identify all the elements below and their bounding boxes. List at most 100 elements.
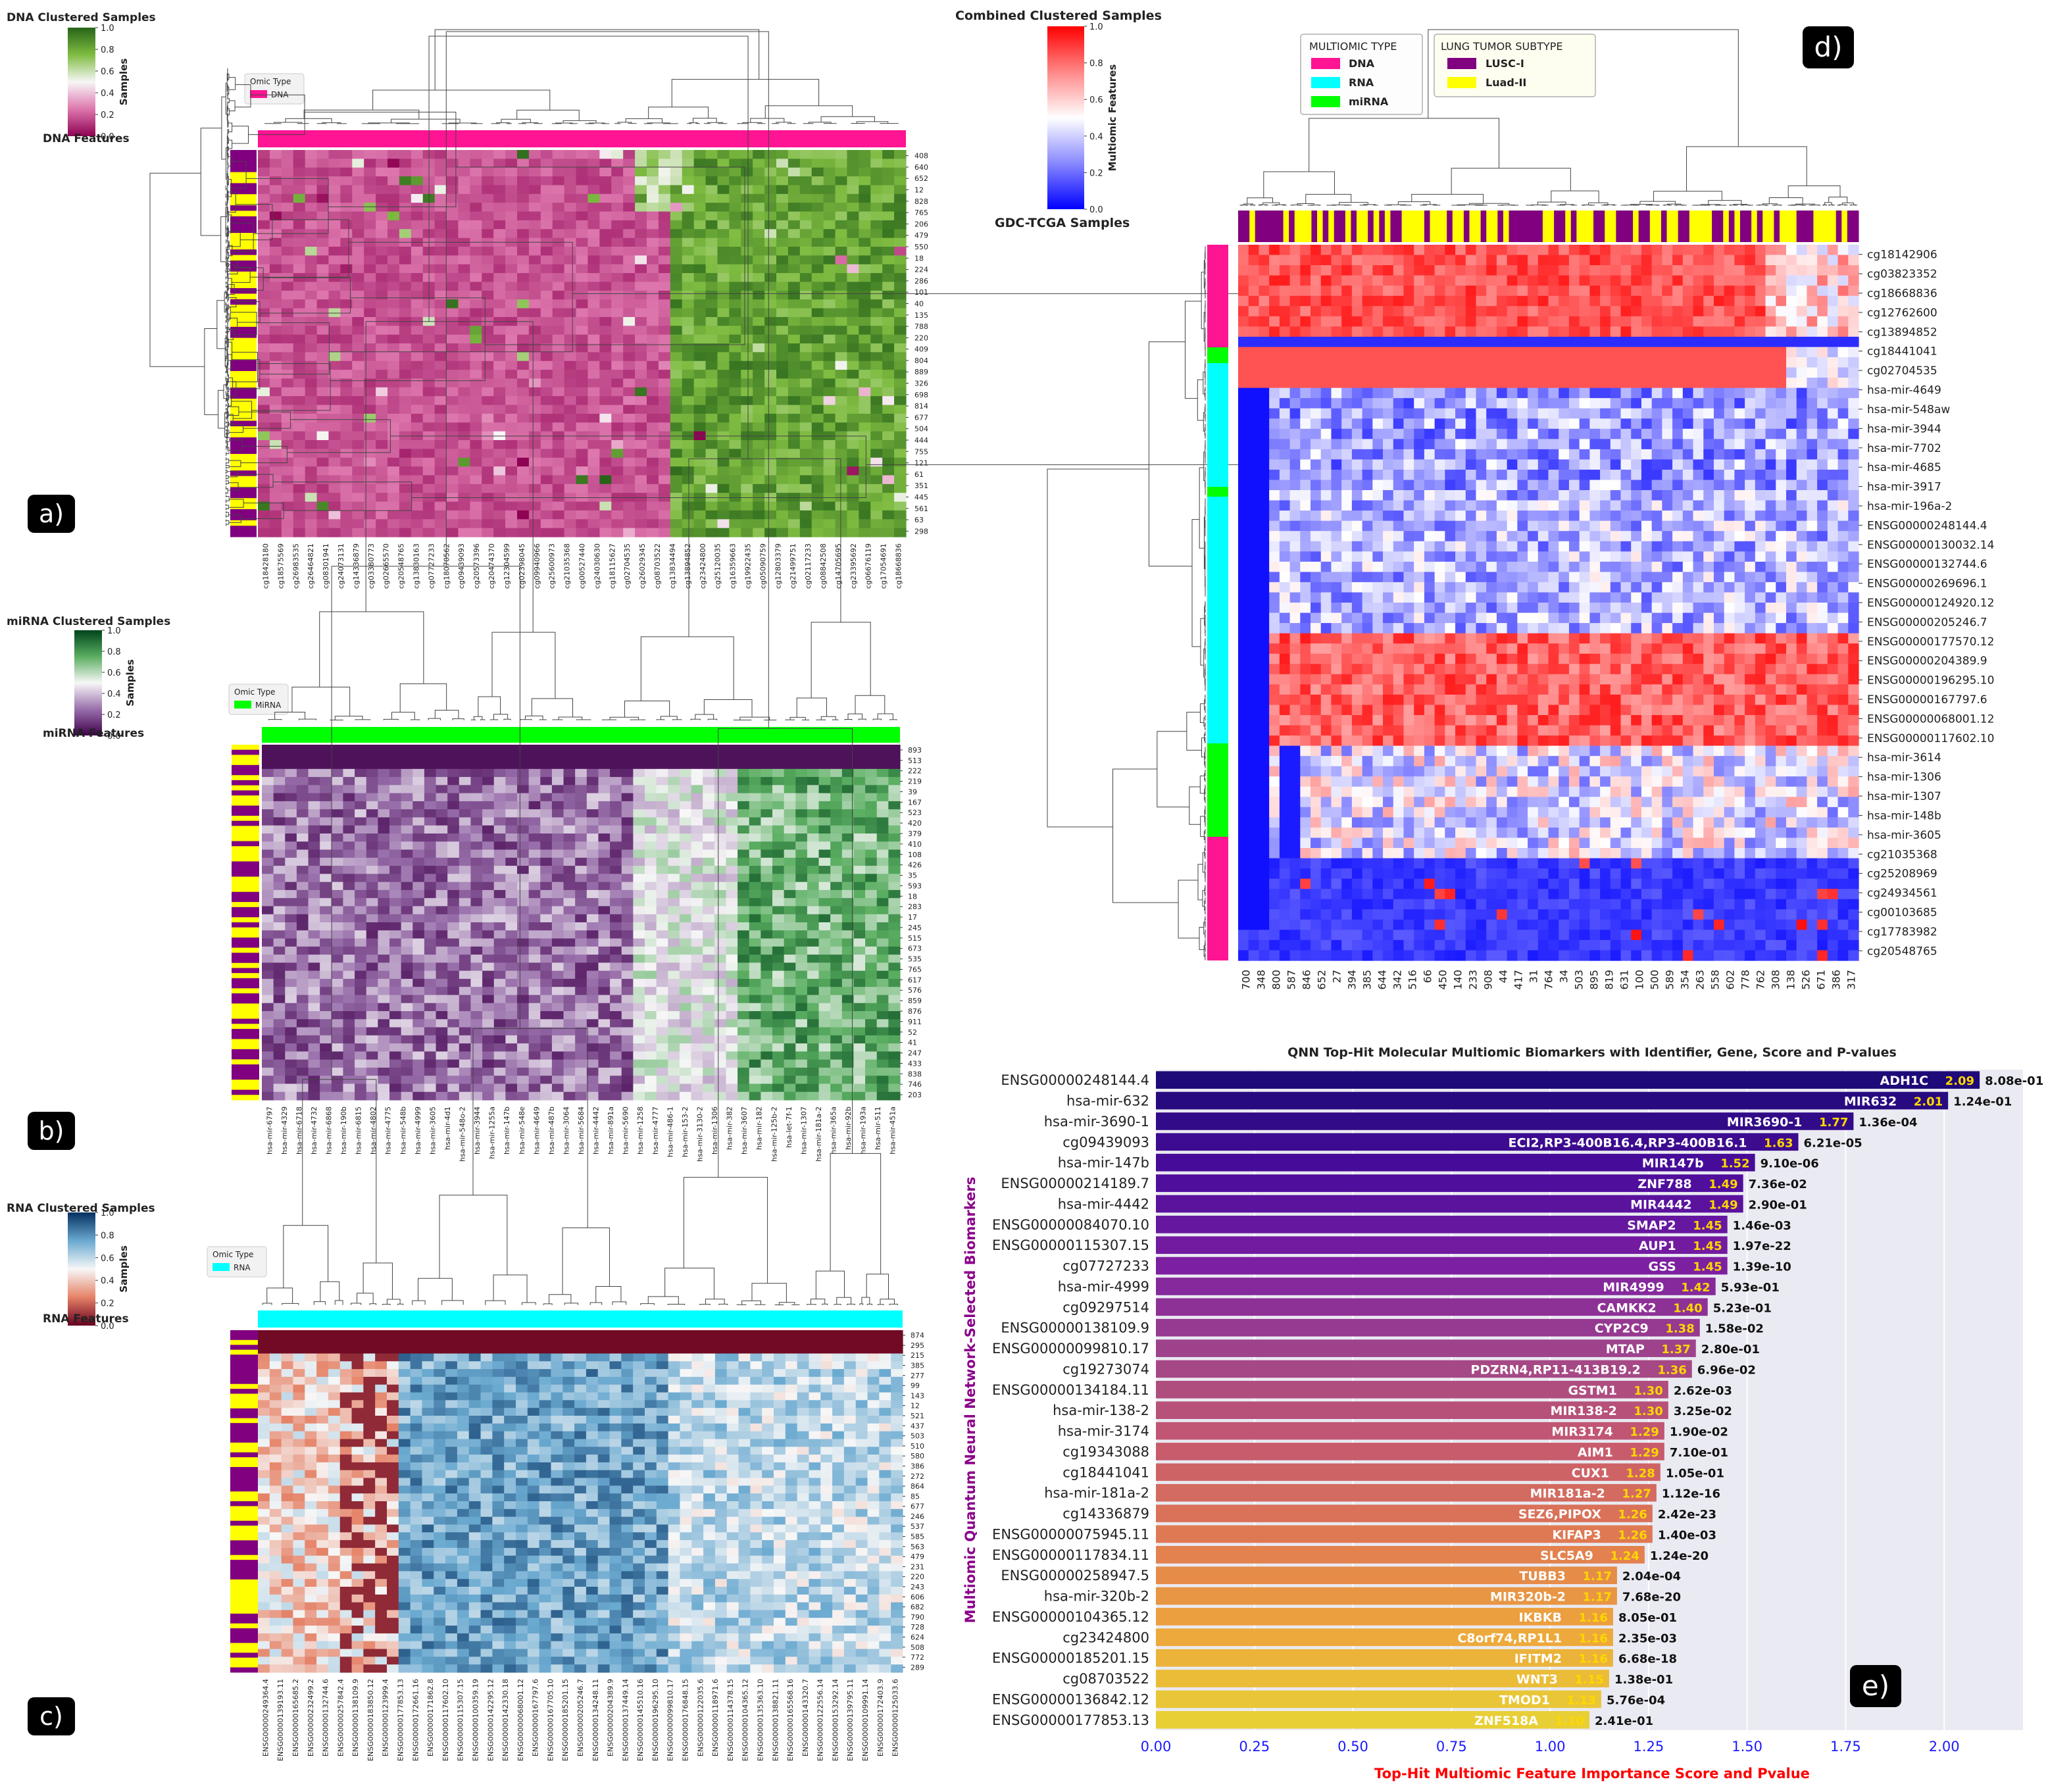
heatmap-cell bbox=[297, 947, 309, 955]
heatmap-cell bbox=[587, 370, 600, 379]
heatmap-cell bbox=[737, 979, 749, 987]
heatmap-cell bbox=[355, 882, 366, 891]
heatmap-cell bbox=[753, 422, 765, 432]
heatmap-cell bbox=[564, 777, 576, 785]
heatmap-cell bbox=[753, 414, 765, 423]
heatmap-cell bbox=[853, 745, 865, 753]
heatmap-cell bbox=[635, 176, 647, 186]
heatmap-cell bbox=[598, 826, 610, 834]
heatmap-cell bbox=[262, 898, 274, 907]
heatmap-cell bbox=[458, 220, 470, 230]
heatmap-cell bbox=[470, 440, 482, 449]
subtype-cell bbox=[232, 846, 259, 851]
heatmap-cell bbox=[482, 745, 494, 753]
colorbar-tick-label: 0.2 bbox=[107, 710, 121, 720]
heatmap-cell bbox=[317, 519, 330, 528]
heatmap-cell bbox=[882, 255, 895, 264]
heatmap-cell bbox=[587, 955, 599, 963]
heatmap-cell bbox=[772, 890, 784, 899]
heatmap-cell bbox=[482, 203, 494, 212]
heatmap-cell bbox=[270, 387, 282, 397]
column-label: cg02117233 bbox=[804, 543, 812, 589]
heatmap-cell bbox=[807, 962, 819, 971]
heatmap-cell bbox=[541, 484, 553, 493]
heatmap-cell bbox=[691, 874, 703, 882]
heatmap-cell bbox=[812, 194, 824, 203]
heatmap-cell bbox=[753, 264, 765, 274]
heatmap-cell bbox=[764, 255, 777, 264]
heatmap-cell bbox=[877, 1003, 889, 1012]
heatmap-cell bbox=[435, 150, 447, 159]
heatmap-cell bbox=[622, 898, 634, 907]
heatmap-cell bbox=[541, 159, 553, 168]
heatmap-cell bbox=[682, 220, 695, 230]
heatmap-cell bbox=[305, 185, 318, 194]
heatmap-cell bbox=[776, 440, 789, 449]
heatmap-cell bbox=[598, 1011, 610, 1020]
heatmap-cell bbox=[691, 841, 703, 850]
heatmap-cell bbox=[788, 291, 801, 300]
column-label: cg00527440 bbox=[578, 543, 587, 589]
subtype-cell bbox=[232, 882, 259, 887]
omic-type-bar bbox=[262, 727, 900, 743]
heatmap-cell bbox=[682, 370, 695, 379]
heatmap-cell bbox=[424, 769, 436, 778]
heatmap-cell bbox=[587, 309, 600, 318]
heatmap-cell bbox=[853, 793, 865, 802]
heatmap-cell bbox=[270, 422, 282, 432]
heatmap-cell bbox=[776, 309, 789, 318]
heatmap-cell bbox=[824, 352, 836, 361]
heatmap-cell bbox=[670, 255, 683, 264]
heatmap-cell bbox=[824, 370, 836, 379]
heatmap-cell bbox=[599, 168, 612, 177]
heatmap-cell bbox=[285, 914, 297, 923]
heatmap-cell bbox=[355, 890, 366, 899]
heatmap-cell bbox=[706, 361, 718, 370]
heatmap-cell bbox=[623, 396, 636, 405]
heatmap-cell bbox=[753, 335, 765, 344]
heatmap-cell bbox=[552, 971, 564, 980]
heatmap-cell bbox=[737, 769, 749, 778]
heatmap-cell bbox=[399, 168, 412, 177]
heatmap-cell bbox=[680, 841, 691, 850]
heatmap-cell bbox=[482, 361, 494, 370]
heatmap-cell bbox=[352, 405, 364, 414]
heatmap-cell bbox=[741, 220, 753, 230]
heatmap-cell bbox=[470, 396, 482, 405]
heatmap-cell bbox=[332, 922, 343, 931]
heatmap-cell bbox=[587, 220, 600, 230]
heatmap-cell bbox=[411, 449, 424, 458]
subtype-cell bbox=[230, 255, 257, 261]
heatmap-cell bbox=[622, 753, 634, 761]
heatmap-cell bbox=[680, 898, 691, 907]
heatmap-cell bbox=[352, 220, 364, 230]
heatmap-cell bbox=[812, 220, 824, 230]
heatmap-cell bbox=[262, 979, 274, 987]
heatmap-cell bbox=[470, 159, 482, 168]
heatmap-cell bbox=[795, 761, 807, 770]
heatmap-cell bbox=[470, 414, 482, 423]
heatmap-cell bbox=[587, 361, 600, 370]
heatmap-cell bbox=[830, 995, 842, 1003]
heatmap-cell bbox=[853, 987, 865, 995]
heatmap-cell bbox=[703, 987, 714, 995]
heatmap-cell bbox=[894, 449, 907, 458]
heatmap-cell bbox=[659, 212, 671, 221]
heatmap-cell bbox=[270, 458, 282, 467]
subtype-cell bbox=[230, 238, 257, 244]
heatmap-cell bbox=[470, 484, 482, 493]
heatmap-cell bbox=[328, 343, 341, 353]
heatmap-cell bbox=[340, 203, 353, 212]
heatmap-cell bbox=[894, 168, 907, 177]
heatmap-cell bbox=[807, 761, 819, 770]
heatmap-cell bbox=[435, 361, 447, 370]
heatmap-cell bbox=[293, 212, 306, 221]
heatmap-cell bbox=[447, 850, 459, 859]
heatmap-cell bbox=[320, 874, 332, 882]
heatmap-cell bbox=[824, 264, 836, 274]
heatmap-cell bbox=[424, 971, 436, 980]
subtype-cell bbox=[230, 493, 257, 499]
heatmap-cell bbox=[749, 761, 761, 770]
heatmap-cell bbox=[729, 484, 741, 493]
heatmap-cell bbox=[635, 370, 647, 379]
